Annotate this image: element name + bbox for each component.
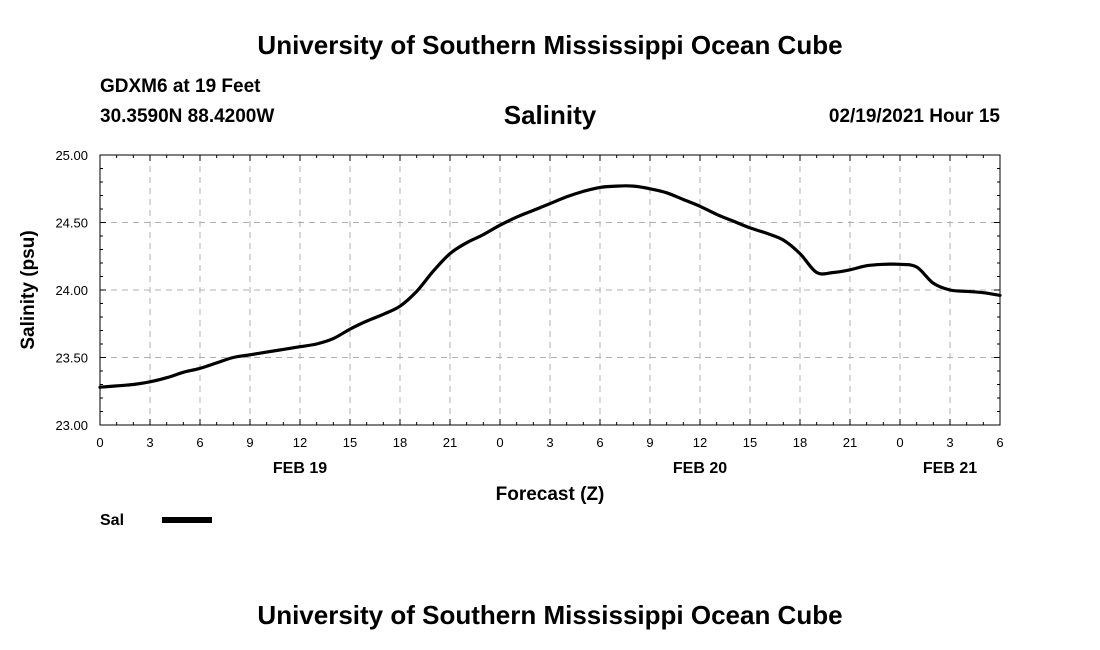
x-tick-label: 0 (496, 435, 503, 450)
x-tick-label: 21 (843, 435, 857, 450)
x-tick-label: 18 (393, 435, 407, 450)
variable-title: Salinity (503, 100, 597, 130)
x-tick-label: 3 (146, 435, 153, 450)
x-tick-label: 18 (793, 435, 807, 450)
top-title: University of Southern Mississippi Ocean… (257, 30, 843, 60)
x-tick-label: 9 (646, 435, 653, 450)
tick-labels: 0 3 6 9 12 15 18 21 0 3 6 9 12 15 18 21 0 3 6 23.00 23.50 24.… (55, 148, 1003, 477)
salinity-series-line (98, 184, 1002, 389)
x-axis-label: Forecast (Z) (496, 484, 605, 505)
legend-label: Sal (100, 512, 124, 529)
y-axis-label: Salinity (psu) (18, 230, 39, 349)
x-tick-label: 0 (896, 435, 903, 450)
date-label: FEB 20 (673, 460, 727, 477)
x-tick-label: 3 (946, 435, 953, 450)
station-label: GDXM6 at 19 Feet (100, 76, 261, 97)
coords-label: 30.3590N 88.4200W (100, 106, 275, 127)
x-tick-label: 6 (596, 435, 603, 450)
x-tick-label: 6 (996, 435, 1003, 450)
x-tick-label: 21 (443, 435, 457, 450)
bottom-title: University of Southern Mississippi Ocean… (257, 600, 843, 630)
date-label: FEB 21 (923, 460, 977, 477)
y-tick-label: 24.50 (55, 216, 88, 231)
date-label: FEB 19 (273, 460, 327, 477)
x-tick-label: 0 (96, 435, 103, 450)
plot-frame (99, 154, 1001, 426)
x-tick-label: 12 (293, 435, 307, 450)
y-tick-label: 23.50 (55, 351, 88, 366)
grid-lines (100, 155, 1000, 425)
y-tick-label: 25.00 (55, 148, 88, 163)
x-tick-label: 15 (743, 435, 757, 450)
x-tick-label: 15 (343, 435, 357, 450)
x-tick-label: 12 (693, 435, 707, 450)
y-tick-label: 24.00 (55, 283, 88, 298)
y-tick-label: 23.00 (55, 418, 88, 433)
timestamp-label: 02/19/2021 Hour 15 (828, 106, 1000, 127)
x-tick-label: 3 (546, 435, 553, 450)
x-tick-label: 6 (196, 435, 203, 450)
x-tick-label: 9 (246, 435, 253, 450)
